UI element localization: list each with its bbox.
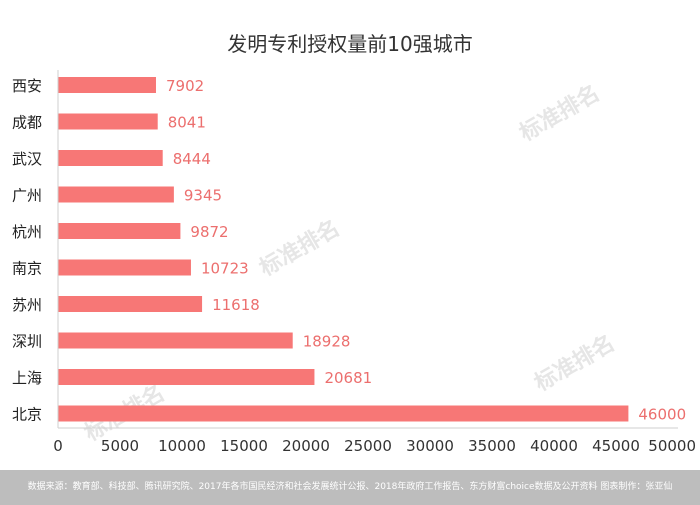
category-label: 北京	[12, 406, 42, 424]
chart-area: 发明专利授权量前10强城市 标准排名 标准排名 标准排名 标准排名 西安成都武汉…	[12, 32, 696, 455]
bar	[58, 113, 158, 130]
bar	[58, 223, 181, 239]
category-label: 苏州	[12, 296, 42, 314]
bar	[58, 259, 191, 276]
value-label: 46000	[638, 406, 686, 424]
bar	[58, 405, 629, 422]
category-label: 深圳	[12, 333, 42, 351]
bar	[58, 186, 174, 203]
value-label: 11618	[212, 296, 260, 314]
bar	[58, 77, 156, 93]
x-tick-label: 10000	[158, 437, 206, 455]
x-tick-label: 50000	[648, 437, 696, 455]
bar	[58, 296, 203, 312]
x-tick-label: 30000	[406, 437, 454, 455]
bar	[58, 150, 163, 166]
category-label: 成都	[12, 114, 42, 132]
bar	[58, 369, 315, 385]
source-footer: 数据来源：教育部、科技部、腾讯研究院、2017年各市国民经济和社会发展统计公报、…	[0, 470, 700, 505]
value-label: 9345	[184, 187, 222, 205]
value-label: 18928	[303, 333, 351, 351]
chart-title: 发明专利授权量前10强城市	[227, 32, 473, 56]
category-label: 广州	[12, 187, 42, 205]
value-label: 9872	[190, 223, 228, 241]
category-label: 上海	[12, 369, 42, 387]
x-tick-label: 35000	[468, 437, 516, 455]
value-label: 10723	[201, 260, 249, 278]
x-tick-label: 15000	[220, 437, 268, 455]
category-label: 杭州	[12, 223, 42, 241]
x-tick-label: 5000	[101, 437, 139, 455]
source-text: 数据来源：教育部、科技部、腾讯研究院、2017年各市国民经济和社会发展统计公报、…	[27, 482, 673, 492]
value-label: 20681	[324, 369, 372, 387]
x-tick-label: 0	[53, 437, 63, 455]
x-tick-label: 25000	[344, 437, 392, 455]
value-label: 8041	[168, 114, 206, 132]
watermark: 标准排名	[515, 80, 604, 147]
x-tick-label: 40000	[530, 437, 578, 455]
x-axis: 0 5000 10000 15000 20000 25000 30000 35000 40000…	[53, 70, 696, 455]
watermark: 标准排名	[255, 215, 344, 282]
category-label: 武汉	[12, 150, 42, 168]
bar	[58, 332, 293, 349]
value-label: 7902	[166, 77, 204, 95]
bars-group	[58, 77, 629, 422]
category-label: 南京	[12, 260, 42, 278]
bar-chart: 标准排名 标准排名 标准排名 标准排名 西安成都武汉广州杭州南京苏州深圳上海北京…	[12, 70, 696, 455]
x-tick-label: 20000	[282, 437, 330, 455]
x-tick-label: 45000	[592, 437, 640, 455]
value-labels: 7902 8041 8444 9345 9872 10723 11618 18928 20681…	[166, 77, 686, 424]
watermark: 标准排名	[530, 330, 619, 397]
value-label: 8444	[173, 150, 211, 168]
category-label: 西安	[12, 77, 42, 95]
